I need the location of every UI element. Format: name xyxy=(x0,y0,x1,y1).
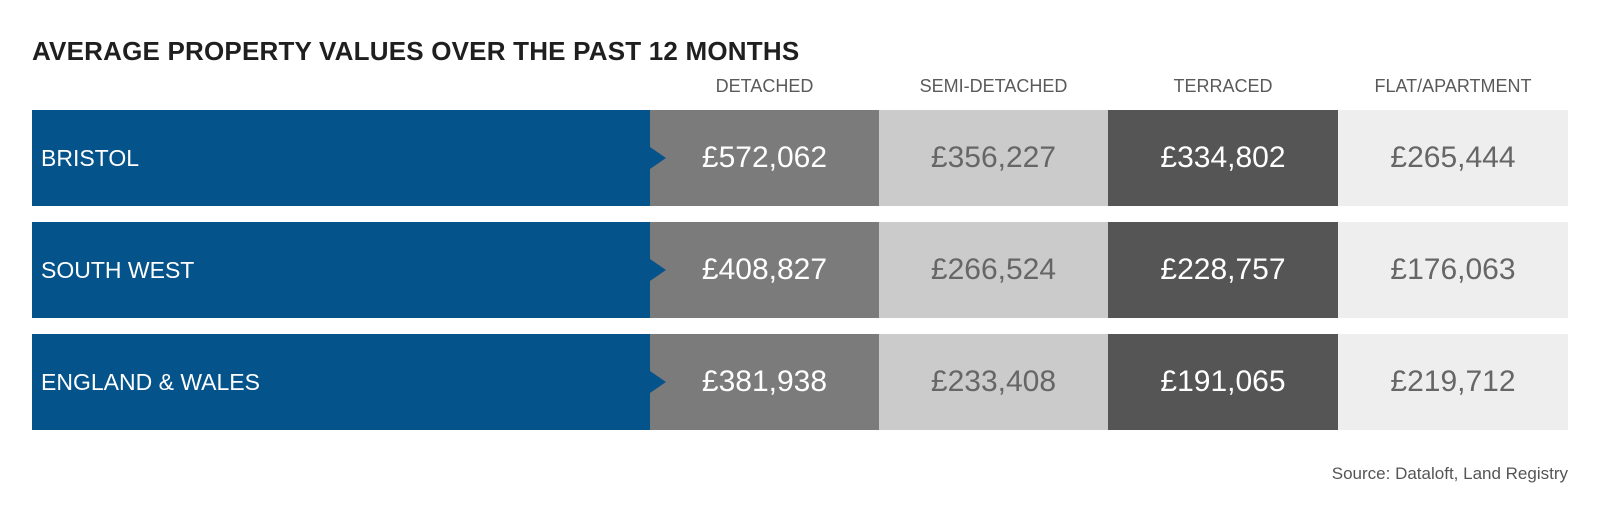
table-row-south-west: SOUTH WEST £408,827 £266,524 £228,757 £1… xyxy=(32,222,1568,318)
column-header-detached: DETACHED xyxy=(715,76,814,96)
value-cell-terraced: £191,065 xyxy=(1108,334,1338,430)
value-cell-semi-detached: £233,408 xyxy=(879,334,1108,430)
row-label: ENGLAND & WALES xyxy=(41,369,260,395)
value-cell-flat-apartment: £265,444 xyxy=(1338,110,1568,206)
row-pointer-arrow xyxy=(650,371,666,393)
row-pointer-arrow xyxy=(650,147,666,169)
value-cell-flat-apartment: £176,063 xyxy=(1338,222,1568,318)
column-header-terraced: TERRACED xyxy=(1173,76,1273,96)
value-cell-detached: £408,827 xyxy=(650,222,879,318)
value-cell-terraced: £228,757 xyxy=(1108,222,1338,318)
column-header-semi-detached: SEMI-DETACHED xyxy=(919,76,1068,96)
row-label-band: BRISTOL xyxy=(32,110,650,206)
row-label: SOUTH WEST xyxy=(41,257,195,283)
value-cell-semi-detached: £356,227 xyxy=(879,110,1108,206)
value-cell-semi-detached: £266,524 xyxy=(879,222,1108,318)
row-pointer-arrow xyxy=(650,259,666,281)
value-cell-detached: £572,062 xyxy=(650,110,879,206)
row-label-band: ENGLAND & WALES xyxy=(32,334,650,430)
table-row-england-wales: ENGLAND & WALES £381,938 £233,408 £191,0… xyxy=(32,334,1568,430)
row-label-band: SOUTH WEST xyxy=(32,222,650,318)
column-header-flat-apartment: FLAT/APARTMENT xyxy=(1374,76,1532,96)
value-cell-terraced: £334,802 xyxy=(1108,110,1338,206)
value-cell-detached: £381,938 xyxy=(650,334,879,430)
table-row-bristol: BRISTOL £572,062 £356,227 £334,802 £265,… xyxy=(32,110,1568,206)
chart-title: AVERAGE PROPERTY VALUES OVER THE PAST 12… xyxy=(32,36,800,66)
value-cell-flat-apartment: £219,712 xyxy=(1338,334,1568,430)
source-note: Source: Dataloft, Land Registry xyxy=(1331,464,1568,483)
row-label: BRISTOL xyxy=(41,145,139,171)
